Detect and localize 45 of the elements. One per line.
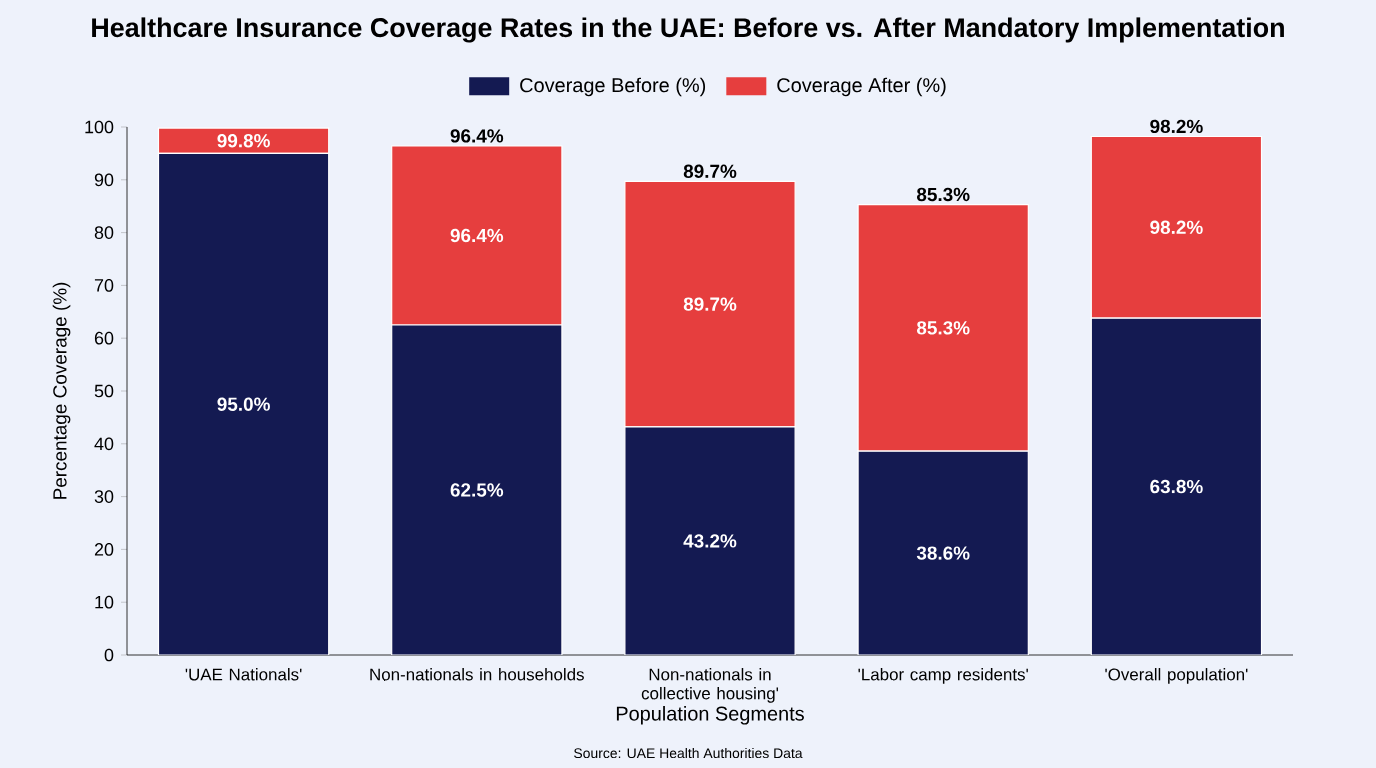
x-tick-label: 'Labor camp residents': [858, 668, 1028, 684]
data-label: 38.6%: [916, 546, 970, 560]
x-tick-label: Non-nationals in collective housing': [641, 668, 779, 703]
bar: [624, 180, 796, 428]
y-tick-label: 0: [104, 648, 114, 662]
bar: [624, 426, 796, 655]
y-tick-label: 20: [94, 543, 114, 556]
y-tick-label: 60: [94, 331, 114, 345]
bar: [1090, 317, 1263, 655]
y-tick-label: 40: [94, 437, 114, 451]
bar: [857, 204, 1029, 452]
bar: [157, 152, 330, 655]
data-label: 95.0%: [217, 397, 270, 411]
x-tick-label: Non-nationals in households: [370, 668, 584, 681]
y-tick-label: 80: [94, 226, 114, 239]
data-label: 43.2%: [683, 534, 737, 548]
annotation: 99.8%: [217, 134, 270, 148]
annotation: 89.7%: [683, 297, 737, 311]
bar: [391, 145, 563, 326]
x-tick-label: 'UAE Nationals': [185, 668, 302, 681]
chart-title: Healthcare Insurance Coverage Rates in the UAE: Before vs. After Mandatory Implementation: [92, 17, 1284, 43]
source-note: Source: UAE Health Authorities Data: [574, 747, 803, 759]
annotation: 98.2%: [1150, 220, 1203, 235]
total-label: 85.3%: [916, 187, 970, 202]
annotation: 96.4%: [450, 228, 504, 243]
total-label: 98.2%: [1150, 119, 1203, 134]
total-label: 96.4%: [450, 129, 504, 143]
bar: [857, 450, 1029, 655]
legend-label: Coverage Before (%): [520, 77, 706, 97]
y-tick-label: 90: [94, 173, 114, 187]
annotation: 85.3%: [916, 321, 970, 335]
bar: [1090, 135, 1263, 319]
x-axis-title: Population Segments: [616, 706, 804, 725]
y-axis-title: Percentage Coverage (%): [52, 282, 71, 499]
y-tick-label: 30: [94, 490, 114, 503]
bar: [391, 324, 563, 655]
y-tick-label: 10: [95, 595, 114, 609]
data-label: 62.5%: [450, 483, 504, 497]
x-tick-label: 'Overall population': [1105, 668, 1248, 684]
data-label: 63.8%: [1150, 479, 1203, 494]
y-tick-label: 50: [94, 384, 114, 398]
y-tick-label: 100: [85, 120, 114, 134]
total-label: 89.7%: [683, 164, 737, 178]
y-tick-label: 70: [94, 279, 114, 292]
legend-label: Coverage After (%): [777, 77, 946, 97]
